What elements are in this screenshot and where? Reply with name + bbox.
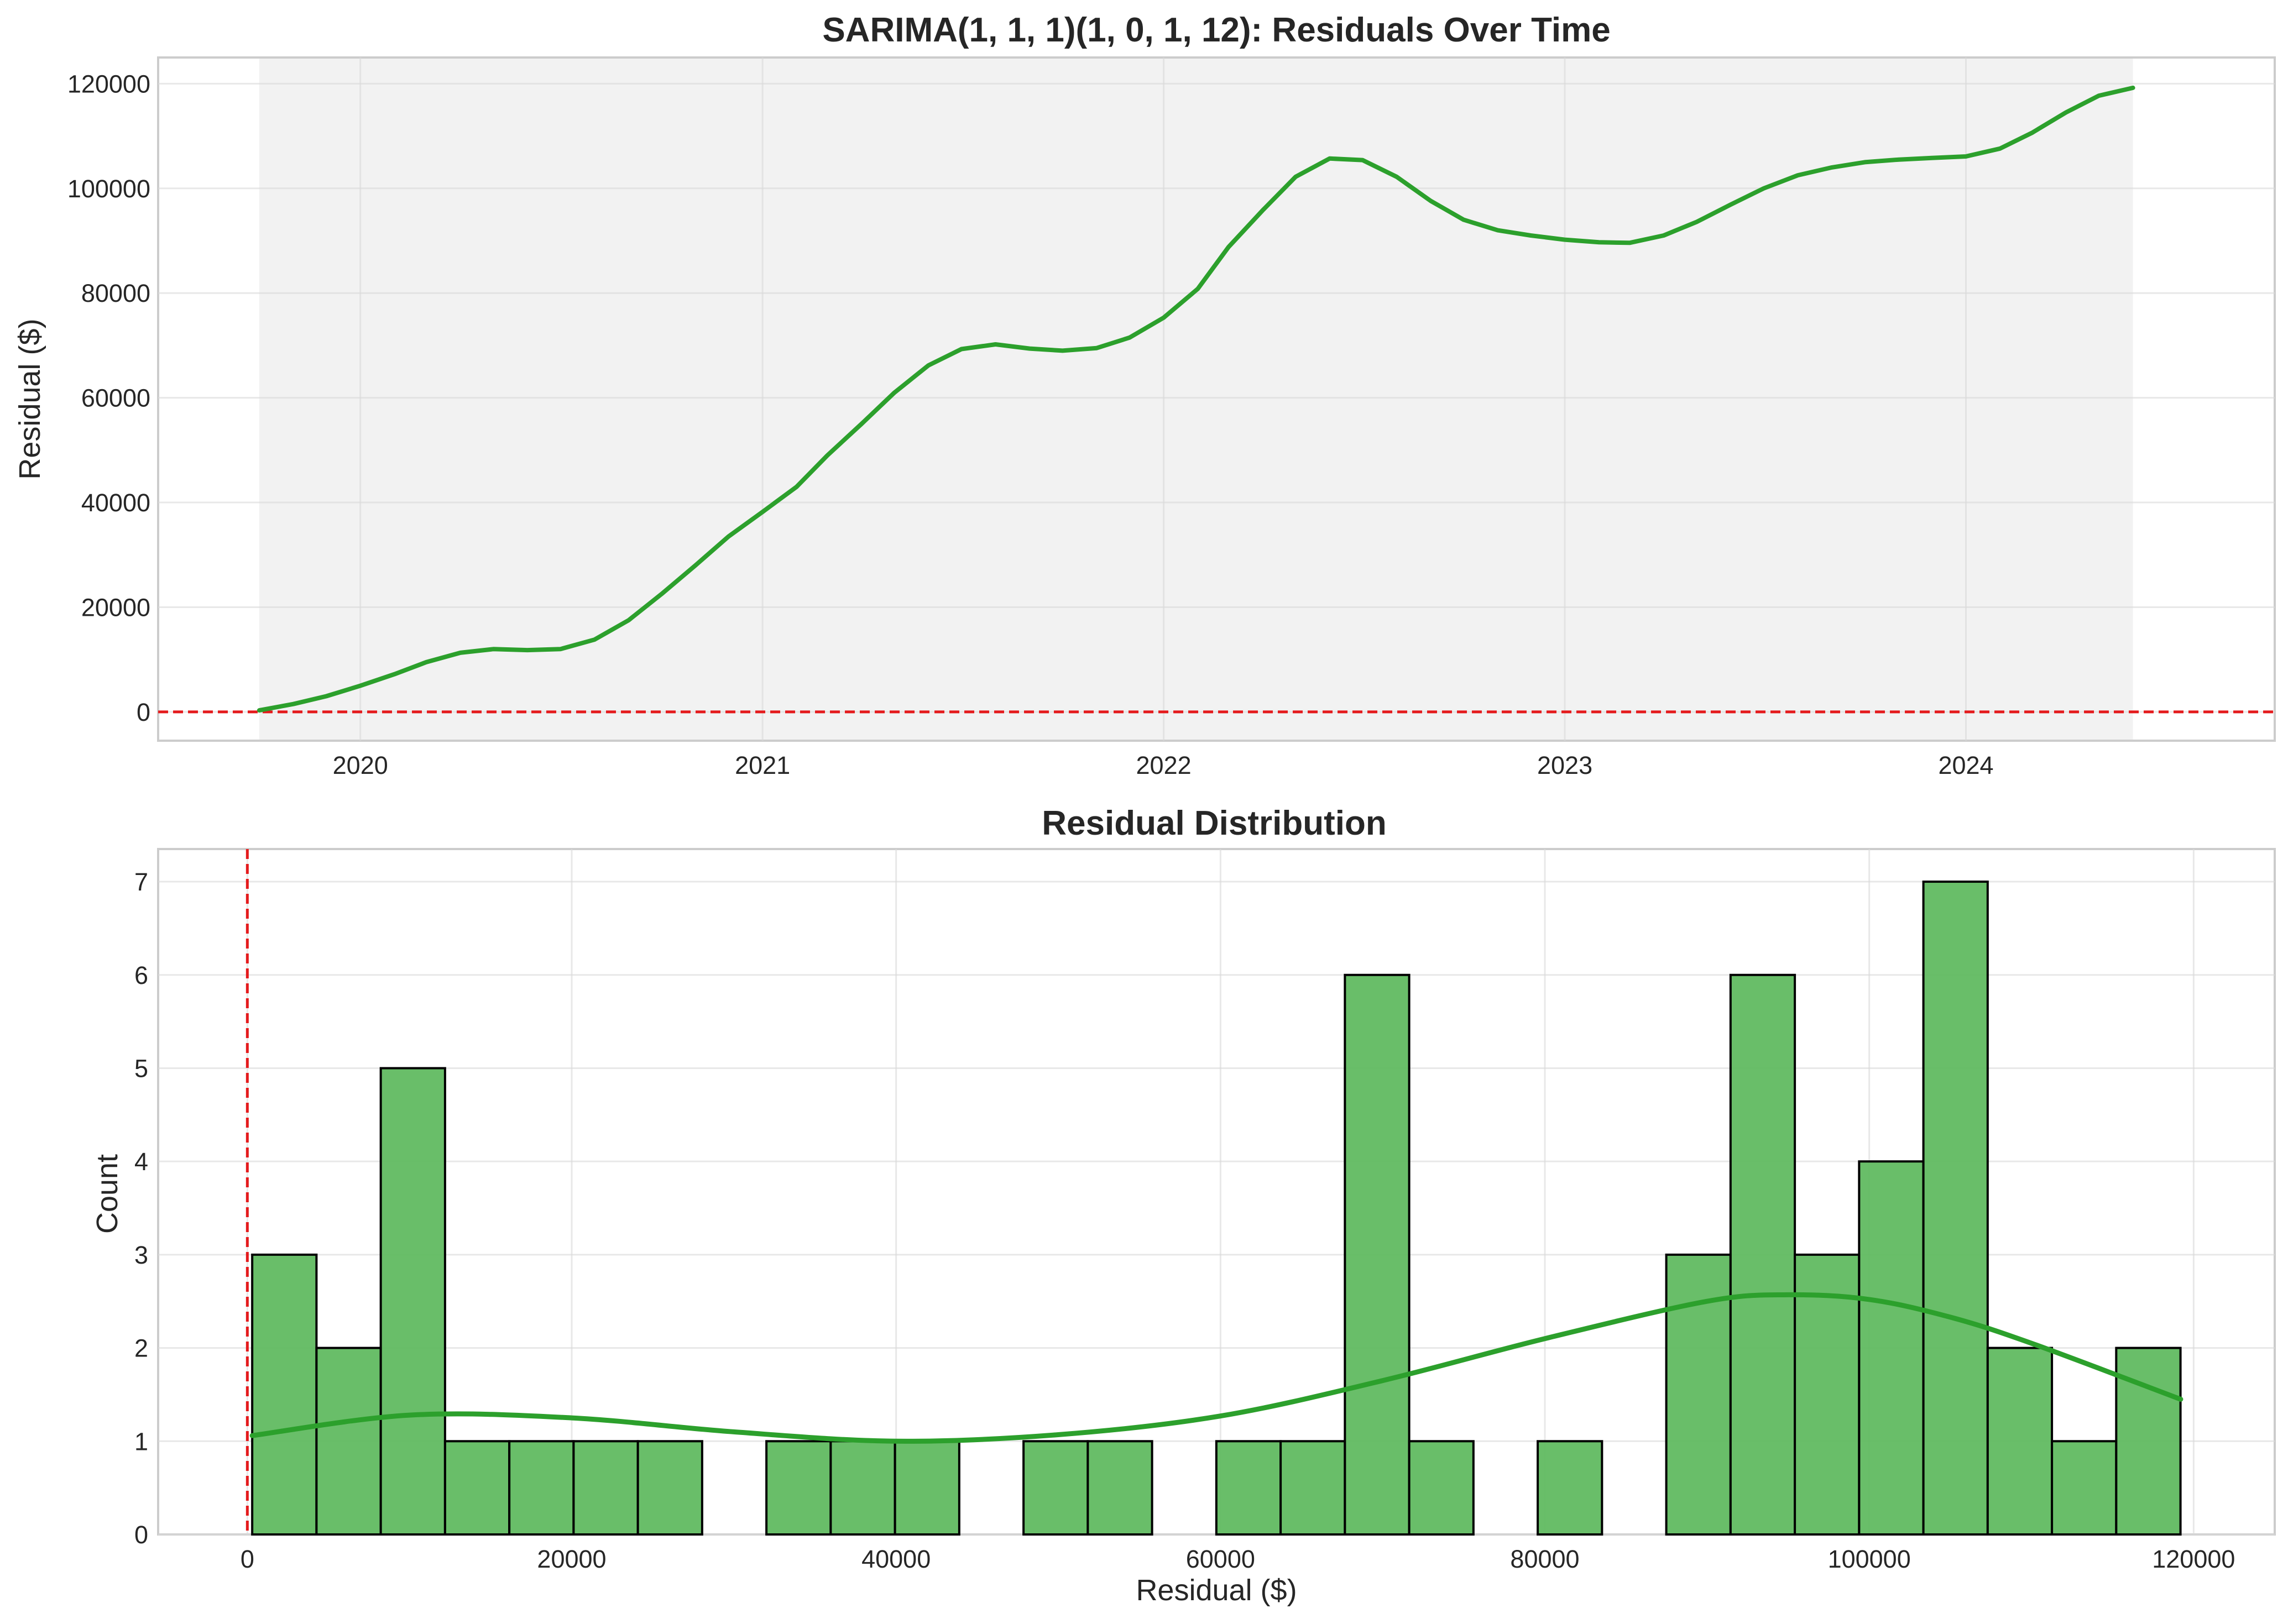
x-tick-label: 0 [241, 1545, 254, 1573]
histogram-bar [315, 1347, 382, 1536]
x-tick-label: 20000 [537, 1545, 606, 1573]
y-tick-label: 0 [137, 698, 150, 726]
histogram-bar [1086, 1440, 1153, 1536]
tick-labels: 0 20000 40000 60000 80000 100000 120000 0 1 2 3 4 5 6… [134, 868, 2235, 1573]
histogram-bar [1986, 1347, 2054, 1536]
x-tick-label: 2022 [1136, 751, 1192, 779]
x-axis-label: Residual ($) [1136, 1574, 1297, 1607]
histogram-bar [894, 1440, 960, 1536]
y-tick-label: 0 [134, 1521, 148, 1549]
y-tick-label: 1 [134, 1427, 148, 1455]
histogram-bar [379, 1067, 446, 1536]
y-tick-label: 5 [134, 1054, 148, 1082]
residual-series-line [257, 85, 2135, 713]
histogram-bar [1408, 1440, 1475, 1536]
histogram-bar [443, 1440, 511, 1536]
x-tick-label: 2023 [1537, 751, 1592, 779]
y-tick-label: 40000 [81, 489, 150, 517]
y-tick-label: 2 [134, 1334, 148, 1363]
residual-distribution-panel: 0 20000 40000 60000 80000 100000 120000 0 1 2 3 4 5 6… [91, 804, 2276, 1607]
data-layer [158, 85, 2275, 714]
y-tick-label: 80000 [81, 279, 150, 307]
y-tick-label: 3 [134, 1241, 148, 1269]
y-tick-label: 6 [134, 961, 148, 989]
y-tick-label: 20000 [81, 593, 150, 621]
x-tick-label: 60000 [1186, 1545, 1255, 1573]
x-tick-label: 2024 [1938, 751, 1993, 779]
histogram-bar [508, 1440, 575, 1536]
histogram-bar [1279, 1440, 1346, 1536]
y-tick-label: 60000 [81, 384, 150, 412]
y-tick-label: 100000 [67, 175, 150, 203]
histogram-bar [251, 1253, 318, 1536]
histogram-bar [1922, 881, 1989, 1536]
x-tick-label: 2020 [333, 751, 388, 779]
shaded-fit-region [259, 59, 2133, 740]
histogram-bar [1729, 973, 1796, 1536]
histogram-bar [2051, 1440, 2118, 1536]
data-layer [245, 849, 2183, 1534]
tick-labels: 2020 2021 2022 2023 2024 0 20000 40000 60000 8000… [67, 70, 1994, 779]
x-tick-label: 80000 [1510, 1545, 1579, 1573]
histogram-bar [572, 1440, 639, 1536]
y-tick-label: 7 [134, 868, 148, 896]
x-tick-label: 2021 [735, 751, 790, 779]
histogram-bar [1537, 1440, 1603, 1536]
histogram-bar [1215, 1440, 1282, 1536]
y-tick-label: 4 [134, 1148, 148, 1176]
chart-title: SARIMA(1, 1, 1)(1, 0, 1, 12): Residuals … [822, 11, 1610, 49]
x-tick-label: 40000 [861, 1545, 931, 1573]
histogram-bar [1858, 1160, 1925, 1536]
y-axis-label: Residual ($) [13, 318, 46, 479]
x-tick-label: 100000 [1828, 1545, 1911, 1573]
chart-title: Residual Distribution [1042, 804, 1386, 842]
histogram-bar [1022, 1440, 1089, 1536]
histogram-bar [636, 1440, 703, 1536]
kde-curve [249, 1292, 2183, 1444]
histogram-bar [765, 1440, 832, 1536]
x-tick-label: 120000 [2152, 1545, 2235, 1573]
histogram-bar [1344, 973, 1411, 1536]
y-tick-label: 120000 [67, 70, 150, 98]
histogram-bar [829, 1440, 896, 1536]
residuals-over-time-panel: 2020 2021 2022 2023 2024 0 20000 40000 60000 8000… [13, 11, 2276, 779]
histogram-bar [1794, 1253, 1861, 1536]
y-axis-label: Count [91, 1154, 124, 1234]
